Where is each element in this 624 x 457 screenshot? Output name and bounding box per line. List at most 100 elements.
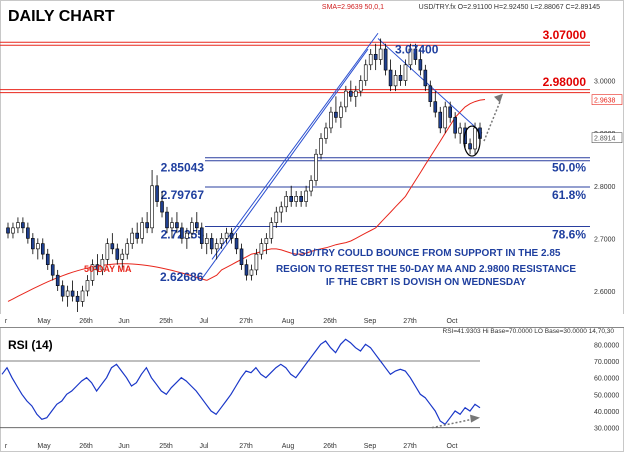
candle-body (175, 222, 179, 229)
candle-body (80, 290, 85, 302)
candle-body (229, 232, 234, 239)
candle-body (304, 190, 308, 202)
projection-arrow-head (494, 93, 503, 103)
candle-body (249, 269, 254, 276)
candle-body (349, 90, 353, 97)
candle-body (363, 64, 368, 81)
sma-readout: SMA=2.9639 50,0,1 (322, 4, 384, 11)
candle-body (224, 232, 229, 239)
candle-body (75, 295, 80, 302)
rsi-x-tick-label: 27th (239, 443, 253, 450)
candle-body (165, 211, 169, 229)
candle-body (65, 290, 70, 297)
candle-body (150, 185, 154, 229)
candle-body (100, 259, 105, 271)
trendline-upper (211, 32, 379, 260)
fib-786-pct-label: 78.6% (552, 228, 586, 242)
candle-body (11, 227, 15, 234)
candle-body (378, 48, 383, 60)
resistance-label: 2.98000 (543, 75, 587, 89)
candle-body (339, 106, 343, 118)
candle-body (418, 59, 423, 71)
rsi-line (1, 338, 481, 426)
rsi-x-tick-label: Aug (282, 443, 295, 450)
price-panel: 2.60002.70002.80002.90003.0000rMay26thJu… (0, 28, 623, 325)
price-y-tick-label: 3.0000 (594, 79, 616, 86)
sma-price-tag-box (591, 94, 623, 105)
rsi-title: RSI (14) (8, 338, 53, 352)
candle-body (309, 180, 313, 192)
candle-body (214, 243, 219, 250)
candle-body (368, 53, 373, 66)
rsi-x-tick-label: r (5, 443, 8, 450)
candle-body (453, 117, 457, 134)
candle-body (254, 253, 259, 271)
candle-body (239, 248, 244, 265)
annotation-line: USD/TRY COULD BOUNCE FROM SUPPORT IN THE… (292, 248, 561, 259)
candle-body (55, 274, 60, 287)
annotation-line: REGION TO RETEST THE 50-DAY MA AND 2.980… (276, 264, 576, 275)
price-x-tick-label: 26th (323, 318, 337, 325)
candle-body (40, 243, 45, 255)
candle-body (264, 238, 269, 244)
rsi-x-tick-label: 26th (323, 443, 337, 450)
candle-body (95, 264, 100, 271)
price-x-tick-label: Aug (282, 318, 295, 325)
candle-body (289, 195, 294, 202)
rsi-x-tick-label: 26th (79, 443, 93, 450)
candle-body (468, 143, 472, 150)
price-y-tick-label: 2.8000 (594, 184, 616, 191)
candle-body (329, 111, 333, 129)
candle-body (180, 227, 184, 239)
annotation-line: IF THE CBRT IS DOVISH ON WEDNESDAY (326, 277, 527, 288)
price-y-tick-label: 2.6000 (594, 289, 616, 296)
candle-body (423, 69, 428, 87)
last-price-tag: 2.8914 (594, 136, 616, 143)
candle-body (21, 222, 25, 229)
candle-body (45, 253, 50, 265)
price-x-tick-label: May (37, 318, 51, 325)
candle-body (105, 243, 110, 260)
candle-body (160, 201, 164, 213)
candle-body (463, 127, 467, 145)
candle-body (473, 127, 477, 150)
rsi-x-tick-label: 25th (159, 443, 173, 450)
candle-body (36, 243, 40, 250)
sma-line-early (7, 263, 207, 302)
price-x-tick-label: Sep (364, 318, 377, 325)
candle-body (219, 238, 224, 244)
candle-body (443, 106, 448, 129)
price-x-tick-label: 27th (239, 318, 253, 325)
price-x-axis-strip (0, 314, 624, 328)
candle-body (284, 195, 289, 208)
candle-body (383, 48, 388, 71)
sma-label: 50-DAY MA (84, 264, 132, 274)
candle-body (403, 64, 408, 81)
ohlc-readout: USD/TRY.fx O=2.91100 H=2.92450 L=2.88067… (419, 4, 600, 11)
fib-50-label: 2.85043 (161, 160, 205, 174)
candle-body (185, 232, 189, 239)
candle-body (324, 127, 328, 139)
candle-body (120, 253, 125, 260)
projection-arrow-line (483, 101, 501, 142)
rsi-trend-arrow-head (470, 414, 480, 423)
price-x-tick-label: Jul (200, 318, 209, 325)
candle-body (170, 222, 174, 229)
resistance-high-label: 3.07000 (543, 28, 587, 42)
last-price-tag-box (591, 132, 623, 144)
candle-body (244, 264, 249, 276)
candle-body (458, 127, 462, 134)
candle-body (130, 232, 135, 244)
candle-body (70, 290, 75, 297)
candle-body (353, 90, 358, 97)
rsi-x-tick-label: Oct (447, 443, 458, 450)
candle-body (438, 111, 443, 129)
candle-body (60, 285, 65, 297)
candle-body (209, 238, 214, 250)
price-x-tick-label: 26th (79, 318, 93, 325)
candle-body (373, 53, 378, 60)
candle-body (388, 69, 393, 87)
chart-title: DAILY CHART (8, 8, 115, 25)
candle-body (31, 238, 35, 250)
